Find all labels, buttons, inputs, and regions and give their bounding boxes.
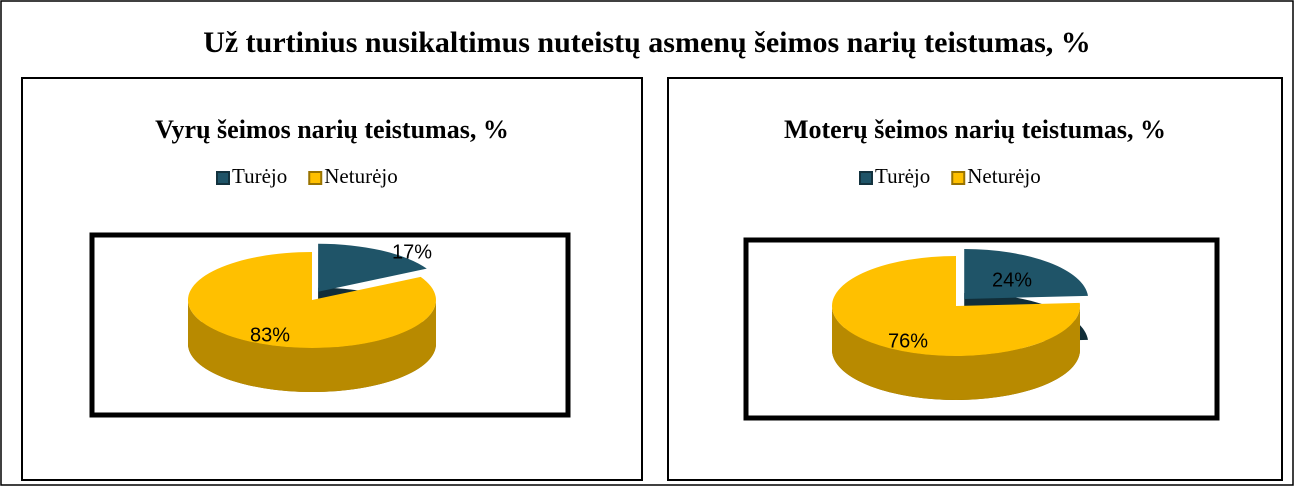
chart-title: Moterų šeimos narių teistumas, % <box>784 115 1166 144</box>
legend-swatch <box>308 171 323 185</box>
slice-side <box>188 300 436 392</box>
chart-title: Vyrų šeimos narių teistumas, % <box>155 115 509 144</box>
slice-side <box>832 306 1080 400</box>
slice <box>187 251 436 348</box>
page-title: Už turtinius nusikaltimus nuteistų asmen… <box>203 26 1091 59</box>
plot-area <box>743 237 1220 421</box>
legend-label: Neturėjo <box>324 164 397 188</box>
legend-swatch <box>859 171 873 185</box>
legend-swatch <box>216 171 230 185</box>
legend-label: Neturėjo <box>967 164 1040 188</box>
slice <box>318 243 427 292</box>
data-label: 76% <box>888 330 928 352</box>
data-label: 17% <box>392 241 432 263</box>
data-label: 83% <box>250 324 290 346</box>
slice <box>964 249 1088 300</box>
legend-swatch <box>951 171 966 185</box>
slice <box>832 256 1081 356</box>
legend-label: Turėjo <box>875 164 930 188</box>
legend-label: Turėjo <box>232 164 287 188</box>
plot-area <box>89 232 571 418</box>
data-label: 24% <box>992 269 1032 291</box>
